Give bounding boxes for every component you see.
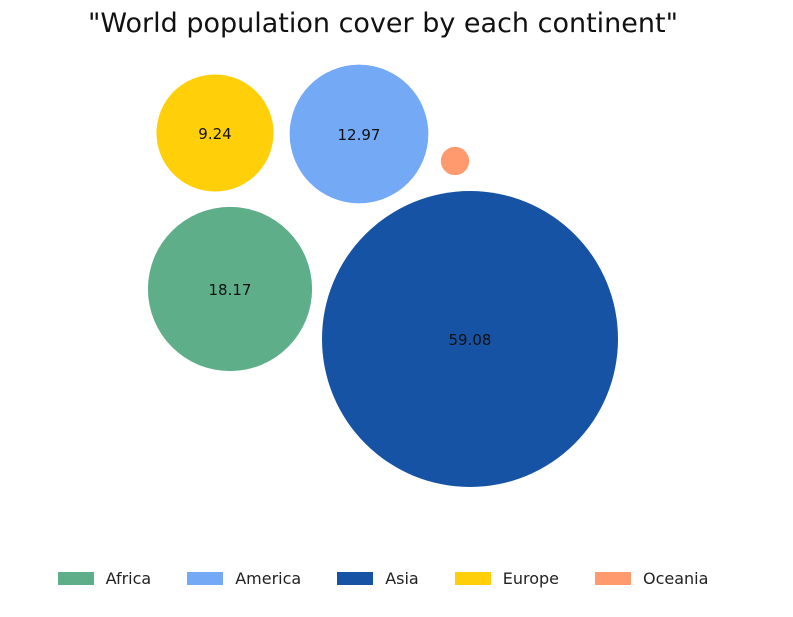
bubble-label-america: 12.97 bbox=[338, 126, 381, 144]
bubble-america bbox=[289, 64, 429, 204]
legend-entry-europe: Europe bbox=[454, 568, 559, 588]
bubble-europe bbox=[156, 74, 274, 192]
bubble-oceania bbox=[440, 146, 470, 176]
legend-entry-america: America bbox=[187, 569, 301, 588]
legend-label-africa: Africa bbox=[105, 568, 152, 588]
legend-label-europe: Europe bbox=[502, 568, 559, 588]
legend-swatch-asia bbox=[337, 571, 374, 585]
legend-label-asia: Asia bbox=[385, 568, 419, 588]
legend-label-america: America bbox=[235, 568, 302, 588]
bubble-africa bbox=[147, 206, 313, 372]
legend-swatch-oceania bbox=[595, 571, 631, 585]
chart-title: "World population cover by each continen… bbox=[87, 8, 679, 39]
legend-entry-asia: Asia bbox=[337, 569, 419, 588]
legend-swatch-europe bbox=[454, 571, 491, 585]
legend-swatch-africa bbox=[57, 571, 94, 585]
bubble-label-europe: 9.24 bbox=[198, 125, 231, 143]
legend-label-oceania: Oceania bbox=[643, 568, 709, 588]
legend-entry-oceania: Oceania bbox=[595, 569, 708, 588]
bubble-label-africa: 18.17 bbox=[209, 281, 252, 299]
bubble-label-asia: 59.08 bbox=[449, 331, 492, 349]
legend-entry-africa: Africa bbox=[57, 568, 152, 588]
legend-swatch-america bbox=[187, 571, 224, 585]
bubble-asia bbox=[322, 191, 618, 487]
legend: Africa America Asia Europe Oceania bbox=[0, 565, 766, 591]
